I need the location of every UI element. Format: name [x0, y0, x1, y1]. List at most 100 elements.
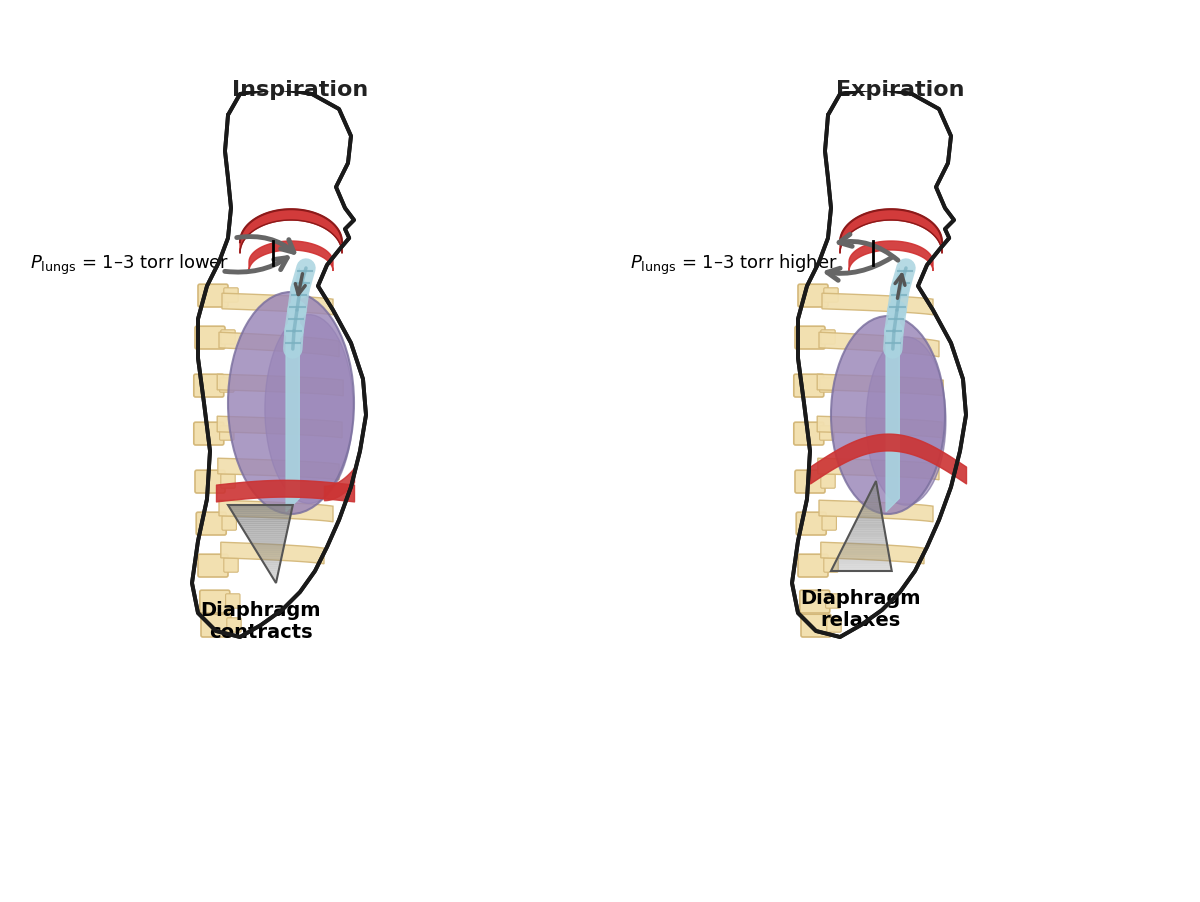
Polygon shape — [851, 529, 884, 530]
Polygon shape — [248, 538, 286, 540]
Polygon shape — [853, 524, 884, 526]
FancyBboxPatch shape — [221, 474, 235, 488]
Polygon shape — [235, 517, 290, 519]
FancyBboxPatch shape — [821, 330, 835, 345]
Polygon shape — [866, 499, 880, 502]
Polygon shape — [241, 527, 288, 529]
Polygon shape — [842, 547, 888, 548]
FancyBboxPatch shape — [220, 426, 234, 440]
Polygon shape — [240, 524, 288, 527]
Polygon shape — [192, 88, 366, 637]
Polygon shape — [830, 569, 892, 571]
FancyBboxPatch shape — [802, 614, 830, 637]
FancyBboxPatch shape — [194, 327, 226, 349]
Polygon shape — [840, 551, 888, 553]
Polygon shape — [817, 374, 943, 396]
Polygon shape — [792, 88, 966, 637]
Polygon shape — [268, 569, 278, 571]
Polygon shape — [874, 483, 877, 485]
FancyBboxPatch shape — [226, 594, 240, 608]
Polygon shape — [229, 507, 293, 509]
Polygon shape — [869, 492, 878, 494]
Polygon shape — [220, 332, 340, 357]
FancyBboxPatch shape — [198, 554, 228, 577]
Polygon shape — [239, 522, 289, 524]
Polygon shape — [860, 511, 882, 512]
Polygon shape — [865, 502, 880, 503]
Polygon shape — [250, 241, 334, 271]
Polygon shape — [856, 520, 883, 521]
Polygon shape — [263, 562, 281, 564]
Polygon shape — [234, 515, 290, 517]
Polygon shape — [242, 529, 288, 530]
Polygon shape — [271, 575, 277, 577]
Polygon shape — [850, 241, 934, 271]
Polygon shape — [870, 490, 878, 492]
FancyBboxPatch shape — [220, 378, 234, 392]
FancyBboxPatch shape — [823, 288, 839, 302]
Polygon shape — [217, 416, 342, 437]
Polygon shape — [222, 293, 334, 315]
Polygon shape — [841, 548, 888, 551]
Polygon shape — [252, 544, 284, 546]
FancyBboxPatch shape — [820, 426, 834, 440]
FancyBboxPatch shape — [799, 590, 830, 613]
Ellipse shape — [228, 292, 354, 514]
Polygon shape — [250, 540, 286, 542]
Polygon shape — [818, 332, 940, 357]
Polygon shape — [866, 497, 880, 499]
Polygon shape — [833, 565, 890, 566]
Polygon shape — [218, 458, 340, 480]
Polygon shape — [850, 530, 886, 533]
FancyBboxPatch shape — [821, 474, 835, 488]
Polygon shape — [217, 374, 343, 396]
Polygon shape — [228, 505, 293, 507]
FancyBboxPatch shape — [222, 516, 236, 530]
FancyBboxPatch shape — [194, 470, 226, 493]
Polygon shape — [875, 481, 876, 483]
Text: Inspiration: Inspiration — [232, 80, 368, 100]
Polygon shape — [834, 562, 890, 565]
Polygon shape — [230, 509, 292, 511]
Polygon shape — [262, 559, 281, 562]
FancyBboxPatch shape — [794, 374, 823, 397]
Text: Expiration: Expiration — [835, 80, 965, 100]
Polygon shape — [274, 579, 277, 581]
Polygon shape — [840, 209, 942, 253]
FancyBboxPatch shape — [827, 618, 841, 632]
Polygon shape — [838, 556, 889, 557]
Polygon shape — [836, 557, 889, 560]
FancyBboxPatch shape — [202, 614, 230, 637]
Polygon shape — [848, 535, 886, 538]
Polygon shape — [258, 554, 282, 556]
Ellipse shape — [265, 315, 353, 503]
Polygon shape — [220, 501, 334, 521]
Polygon shape — [859, 512, 882, 515]
Polygon shape — [832, 566, 892, 569]
Polygon shape — [238, 520, 289, 522]
Polygon shape — [256, 550, 283, 552]
Polygon shape — [858, 515, 882, 517]
Polygon shape — [270, 574, 278, 575]
Polygon shape — [232, 511, 292, 513]
Text: Diaphragm
relaxes: Diaphragm relaxes — [800, 589, 922, 630]
FancyBboxPatch shape — [194, 422, 224, 445]
Polygon shape — [257, 552, 283, 554]
FancyBboxPatch shape — [797, 512, 827, 535]
Polygon shape — [857, 517, 883, 520]
Polygon shape — [247, 536, 286, 538]
Polygon shape — [246, 534, 287, 536]
Polygon shape — [852, 526, 884, 529]
Polygon shape — [863, 506, 881, 508]
Polygon shape — [259, 556, 282, 557]
FancyBboxPatch shape — [798, 554, 828, 577]
Polygon shape — [845, 542, 887, 544]
Polygon shape — [253, 546, 284, 548]
Polygon shape — [817, 416, 942, 437]
FancyBboxPatch shape — [199, 590, 230, 613]
Polygon shape — [839, 553, 889, 556]
Polygon shape — [846, 539, 887, 542]
Polygon shape — [275, 581, 276, 583]
FancyBboxPatch shape — [223, 557, 238, 572]
Polygon shape — [862, 508, 881, 511]
